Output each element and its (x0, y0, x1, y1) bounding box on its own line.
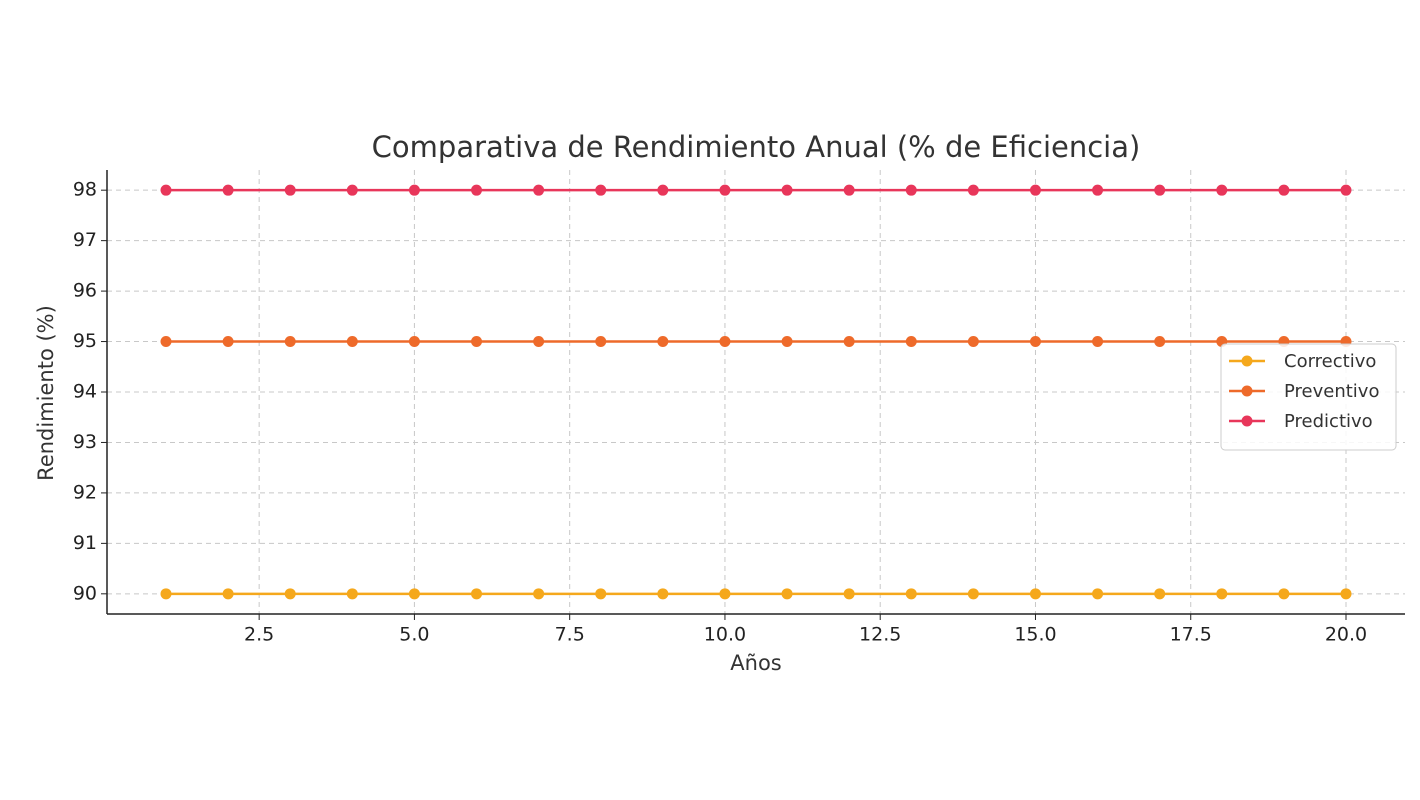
data-point (284, 184, 296, 196)
legend: Correctivo Preventivo Predictivo (1220, 343, 1397, 451)
data-point (657, 184, 669, 196)
data-point (471, 184, 483, 196)
legend-label: Correctivo (1284, 351, 1376, 372)
data-point (222, 588, 234, 600)
y-tick-label: 96 (73, 280, 97, 302)
data-point (408, 336, 420, 348)
data-point (408, 588, 420, 600)
y-tick-label: 98 (73, 179, 97, 201)
data-point (719, 184, 731, 196)
data-point (408, 184, 420, 196)
x-tick-label: 17.5 (1170, 624, 1212, 646)
data-point (160, 336, 172, 348)
data-point (1092, 588, 1104, 600)
data-point (222, 336, 234, 348)
data-point (781, 588, 793, 600)
data-point (1092, 336, 1104, 348)
y-tick-label: 95 (73, 330, 97, 352)
data-point (1029, 184, 1041, 196)
y-tick-label: 92 (73, 481, 97, 503)
x-tick-label: 2.5 (244, 624, 274, 646)
data-point (346, 184, 358, 196)
data-point (843, 184, 855, 196)
x-tick-label: 15.0 (1014, 624, 1056, 646)
data-point (657, 336, 669, 348)
data-point (160, 588, 172, 600)
data-point (1154, 336, 1166, 348)
data-point (781, 184, 793, 196)
data-point (843, 336, 855, 348)
data-point (781, 336, 793, 348)
legend-marker (1241, 355, 1253, 367)
data-point (1154, 588, 1166, 600)
data-point (967, 336, 979, 348)
legend-marker (1241, 385, 1253, 397)
legend-label: Preventivo (1284, 381, 1379, 402)
data-point (346, 336, 358, 348)
data-point (1216, 588, 1228, 600)
data-point (346, 588, 358, 600)
data-point (284, 336, 296, 348)
chart-title: Comparativa de Rendimiento Anual (% de E… (372, 130, 1141, 164)
x-tick-label: 5.0 (399, 624, 429, 646)
legend-label: Predictivo (1284, 411, 1373, 432)
data-point (1154, 184, 1166, 196)
data-point (967, 588, 979, 600)
legend-box (1220, 343, 1397, 451)
data-point (222, 184, 234, 196)
x-tick-label: 7.5 (555, 624, 585, 646)
data-point (1216, 184, 1228, 196)
data-point (1029, 336, 1041, 348)
x-tick-label: 12.5 (859, 624, 901, 646)
legend-marker (1241, 415, 1253, 427)
y-axis-label: Rendimiento (%) (34, 305, 58, 481)
y-tick-label: 94 (73, 381, 97, 403)
data-point (533, 336, 545, 348)
data-point (905, 588, 917, 600)
data-point (1278, 588, 1290, 600)
data-point (719, 336, 731, 348)
data-point (471, 588, 483, 600)
data-point (533, 184, 545, 196)
x-tick-label: 20.0 (1325, 624, 1367, 646)
data-point (719, 588, 731, 600)
data-point (284, 588, 296, 600)
data-point (967, 184, 979, 196)
data-point (595, 336, 607, 348)
x-tick-label: 10.0 (704, 624, 746, 646)
data-point (595, 184, 607, 196)
data-point (595, 588, 607, 600)
data-point (533, 588, 545, 600)
data-point (1029, 588, 1041, 600)
y-tick-label: 97 (73, 229, 97, 251)
y-tick-label: 91 (73, 532, 97, 554)
data-point (657, 588, 669, 600)
data-point (471, 336, 483, 348)
data-point (905, 336, 917, 348)
y-tick-label: 93 (73, 431, 97, 453)
x-axis-label: Años (730, 651, 781, 675)
data-point (905, 184, 917, 196)
data-point (843, 588, 855, 600)
data-point (1340, 588, 1352, 600)
y-tick-label: 90 (73, 582, 97, 604)
data-point (1092, 184, 1104, 196)
data-point (1278, 184, 1290, 196)
data-point (160, 184, 172, 196)
data-point (1340, 184, 1352, 196)
